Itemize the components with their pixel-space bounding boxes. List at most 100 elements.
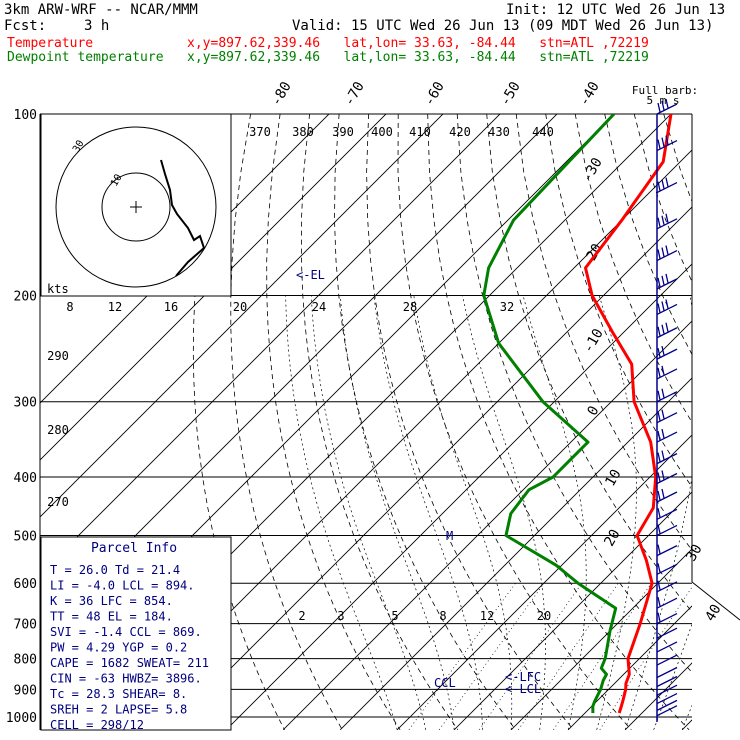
theta-label: 270 bbox=[47, 495, 69, 509]
wind-barb bbox=[656, 348, 678, 360]
hodograph-axis-label: 20 bbox=[233, 300, 247, 314]
mixing-ratio-label: 12 bbox=[480, 609, 494, 623]
isotherm-line bbox=[510, 548, 692, 730]
moist-adiabat-line bbox=[462, 295, 546, 730]
dry-adiabat-line bbox=[456, 114, 692, 673]
parcel-info-box bbox=[40, 536, 232, 731]
parcel-info-row: Tc = 28.3 SHEAR= 8. bbox=[50, 687, 187, 701]
mixing-ratio-label: 5 bbox=[391, 609, 398, 623]
dry-adiabat-line bbox=[663, 114, 692, 203]
wind-barb bbox=[656, 524, 678, 537]
moist-adiabat-line bbox=[310, 295, 427, 730]
wind-barb-flag bbox=[657, 249, 661, 259]
wind-barb bbox=[656, 303, 678, 316]
wind-barb-flag bbox=[661, 470, 665, 480]
wind-barb bbox=[656, 641, 678, 653]
temperature-legend: Temperature x,y=897.62,339.46 lat,lon= 3… bbox=[7, 36, 649, 51]
wind-barb bbox=[656, 563, 678, 575]
wind-barb-flag bbox=[661, 409, 665, 419]
theta-label: 430 bbox=[488, 125, 510, 139]
wind-barb-flag bbox=[657, 390, 661, 400]
moist-adiabat-line bbox=[373, 295, 484, 730]
wind-barb bbox=[656, 675, 678, 688]
wind-barb-flag bbox=[665, 135, 669, 145]
parcel-info-row: K = 36 LFC = 854. bbox=[50, 594, 173, 608]
isotherm-label: -10 bbox=[580, 326, 607, 356]
wind-barb bbox=[656, 613, 678, 625]
wind-barb bbox=[656, 218, 678, 230]
wind-barb-flag bbox=[657, 139, 661, 149]
theta-label: 280 bbox=[47, 423, 69, 437]
el-marker: <-EL bbox=[296, 268, 325, 282]
wind-barb-flag bbox=[657, 277, 661, 288]
isotherm-label: -30 bbox=[579, 155, 606, 185]
wind-barb-flag bbox=[657, 452, 661, 462]
pressure-label: 500 bbox=[14, 529, 37, 544]
wind-barb bbox=[656, 692, 678, 705]
parcel-info-row: SVI = -1.4 CCL = 869. bbox=[50, 625, 202, 639]
isotherm-label: -70 bbox=[341, 79, 368, 109]
m-marker: M bbox=[446, 529, 453, 543]
hodograph-box bbox=[40, 113, 232, 297]
wind-barb bbox=[656, 491, 678, 503]
isotherm-line bbox=[40, 114, 387, 461]
dry-adiabat-line bbox=[334, 114, 517, 730]
parcel-info-row: PW = 4.29 YGP = 0.2 bbox=[50, 641, 187, 655]
moist-adiabat-line bbox=[339, 295, 455, 730]
theta-label: 380 bbox=[292, 125, 314, 139]
isotherm-line bbox=[396, 434, 692, 730]
temperature-profile bbox=[584, 114, 673, 714]
mixing-ratio-line bbox=[408, 582, 516, 730]
wind-barb-flag bbox=[661, 346, 665, 356]
hodograph-trace bbox=[160, 159, 206, 277]
dry-adiabat-line bbox=[266, 114, 401, 730]
wind-barb-flag bbox=[657, 490, 661, 501]
parcel-info-row: LI = -4.0 LCL = 894. bbox=[50, 579, 195, 593]
pressure-label: 100 bbox=[14, 108, 37, 123]
wind-barb-flag bbox=[657, 348, 661, 358]
pressure-label: 900 bbox=[14, 683, 37, 698]
wind-barb-flag bbox=[661, 179, 665, 189]
forecast-label: Fcst: bbox=[4, 18, 47, 34]
wind-barb-flag bbox=[657, 411, 661, 421]
wind-barb-flag bbox=[657, 472, 661, 482]
wind-barb bbox=[656, 391, 678, 403]
moist-adiabat-line bbox=[653, 623, 692, 730]
pressure-label: 400 bbox=[14, 471, 37, 486]
wind-barb-flag bbox=[661, 215, 665, 225]
pressure-label: 300 bbox=[14, 396, 37, 411]
wind-barb-flag bbox=[661, 247, 665, 257]
wind-barb bbox=[656, 684, 678, 696]
wind-barb bbox=[656, 472, 678, 485]
isotherm-label: 20 bbox=[601, 527, 623, 550]
mixing-ratio-label: 3 bbox=[337, 609, 344, 623]
isotherm-label: -80 bbox=[268, 79, 295, 109]
barb-key-label: Full barb: bbox=[632, 84, 698, 97]
pressure-label: 800 bbox=[14, 653, 37, 668]
mixing-ratio-line bbox=[438, 582, 545, 730]
wind-barb bbox=[656, 431, 678, 443]
wind-barb-flag bbox=[665, 245, 669, 255]
theta-label: 420 bbox=[449, 125, 471, 139]
wind-barb bbox=[656, 508, 678, 520]
dry-adiabat-line bbox=[693, 114, 740, 730]
hodograph-ring-label: 10 bbox=[109, 173, 125, 189]
dry-adiabat-line bbox=[397, 114, 632, 730]
isotherm-label: 0 bbox=[584, 403, 602, 418]
wind-barb bbox=[656, 581, 678, 593]
isotherm-line bbox=[453, 491, 692, 730]
isotherm-label: 30 bbox=[683, 542, 705, 565]
isotherm-line bbox=[40, 114, 330, 404]
wind-barb-flag bbox=[661, 428, 665, 439]
isotherm-label: -50 bbox=[497, 79, 524, 109]
wind-barb-flag bbox=[665, 213, 669, 223]
dry-adiabat-line bbox=[301, 114, 459, 730]
wind-barb-flag bbox=[661, 275, 665, 286]
theta-label: 390 bbox=[332, 125, 354, 139]
theta-label: 400 bbox=[371, 125, 393, 139]
hodograph-axis-label: 8 bbox=[66, 300, 73, 314]
wind-barb bbox=[656, 627, 678, 639]
wind-barb-flag bbox=[661, 365, 665, 376]
hodograph-axis-label: 12 bbox=[108, 300, 122, 314]
dry-adiabat-line bbox=[574, 114, 692, 423]
